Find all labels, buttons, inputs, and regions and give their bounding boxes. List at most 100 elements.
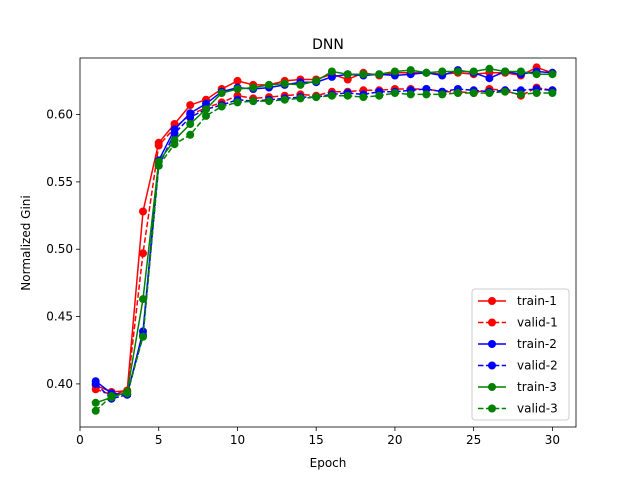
data-point-valid-3-1 <box>91 406 100 415</box>
x-tick-label-10: 10 <box>230 433 245 447</box>
data-point-train-2-26 <box>485 74 494 83</box>
data-point-valid-3-18 <box>359 93 368 102</box>
legend-label-valid-2: valid-2 <box>517 359 558 373</box>
legend-marker-train-3 <box>488 383 496 391</box>
plot-area <box>79 57 577 428</box>
data-point-train-3-9 <box>217 89 226 97</box>
y-tick-label-3: 0.55 <box>46 175 73 189</box>
x-tick-label-0: 0 <box>76 433 84 447</box>
legend: train-1 valid-1 train-2 valid-2 train-3 valid… <box>471 288 570 421</box>
data-point-valid-3-29 <box>532 89 541 97</box>
data-point-valid-2-6 <box>170 129 179 138</box>
data-point-train-3-4 <box>139 295 147 304</box>
series-line-valid-1 <box>95 86 553 396</box>
legend-marker-valid-3 <box>488 404 496 413</box>
data-point-valid-3-26 <box>485 89 494 97</box>
data-point-train-3-30 <box>548 70 557 79</box>
data-point-valid-3-16 <box>327 91 336 100</box>
legend-label-valid-1: valid-1 <box>517 316 558 330</box>
data-point-valid-3-22 <box>422 90 431 99</box>
data-point-train-3-26 <box>485 64 494 73</box>
data-point-valid-3-2 <box>107 392 116 400</box>
data-point-train-3-11 <box>249 83 258 92</box>
data-point-valid-1-4 <box>139 249 147 258</box>
legend-label-valid-3: valid-3 <box>517 402 558 416</box>
data-point-valid-3-25 <box>469 89 478 97</box>
x-axis: 0 5 10 15 20 25 30 <box>76 427 560 447</box>
data-point-valid-3-11 <box>249 97 258 106</box>
data-point-valid-3-27 <box>501 87 510 96</box>
x-tick-label-30: 30 <box>545 433 560 447</box>
data-point-train-3-14 <box>296 80 305 89</box>
data-point-train-3-15 <box>312 76 321 85</box>
x-tick-label-20: 20 <box>387 433 402 447</box>
data-point-train-3-18 <box>359 70 368 79</box>
legend-marker-valid-2 <box>488 361 496 370</box>
y-tick-label-4: 0.60 <box>46 108 73 122</box>
data-point-valid-3-14 <box>296 94 305 103</box>
legend-label-train-1: train-1 <box>517 294 557 308</box>
x-tick-label-25: 25 <box>466 433 481 447</box>
x-tick-label-15: 15 <box>309 433 324 447</box>
data-point-valid-3-19 <box>375 91 384 100</box>
data-point-valid-3-9 <box>217 102 226 111</box>
data-point-valid-3-10 <box>233 98 242 107</box>
data-point-valid-3-4 <box>139 332 147 341</box>
data-point-valid-3-8 <box>202 111 210 120</box>
legend-marker-valid-1 <box>488 318 496 327</box>
data-point-train-3-10 <box>233 85 242 93</box>
y-axis: 0.40 0.45 0.50 0.55 0.60 <box>46 108 80 391</box>
legend-box <box>471 288 570 421</box>
data-point-valid-3-12 <box>265 97 273 106</box>
legend-label-train-2: train-2 <box>517 337 557 351</box>
data-point-train-3-20 <box>390 67 399 76</box>
data-point-train-1-10 <box>233 76 242 85</box>
data-point-valid-3-21 <box>406 90 415 99</box>
x-axis-label: Epoch <box>310 456 347 470</box>
data-point-train-3-22 <box>422 68 431 77</box>
data-point-train-3-7 <box>186 120 195 128</box>
data-point-valid-3-15 <box>312 93 321 102</box>
data-point-train-3-27 <box>501 67 510 76</box>
data-point-valid-3-17 <box>343 91 352 100</box>
data-point-train-3-28 <box>516 67 525 76</box>
data-point-train-3-1 <box>91 398 100 407</box>
data-point-valid-3-28 <box>516 90 525 99</box>
axes-frame <box>79 57 577 428</box>
data-point-valid-3-7 <box>186 130 195 139</box>
data-point-valid-3-6 <box>170 140 179 149</box>
y-axis-label: Normalized Gini <box>19 195 33 290</box>
data-point-train-3-12 <box>265 80 273 89</box>
data-point-valid-1-5 <box>154 141 163 150</box>
data-point-train-3-17 <box>343 70 352 79</box>
data-point-valid-3-3 <box>123 389 132 398</box>
data-point-train-3-8 <box>202 105 210 114</box>
data-point-train-3-24 <box>453 67 462 76</box>
data-point-valid-3-5 <box>154 161 163 170</box>
data-point-valid-3-23 <box>438 90 447 99</box>
legend-label-train-3: train-3 <box>517 380 557 394</box>
data-point-train-1-7 <box>186 101 195 110</box>
data-point-valid-3-20 <box>390 89 399 97</box>
data-point-valid-3-24 <box>453 89 462 97</box>
data-point-valid-3-30 <box>548 89 557 97</box>
data-point-train-3-21 <box>406 66 415 75</box>
data-point-valid-2-7 <box>186 113 195 122</box>
y-tick-label-1: 0.45 <box>46 310 73 324</box>
data-point-train-3-23 <box>438 67 447 76</box>
legend-marker-train-1 <box>488 297 496 305</box>
data-point-train-1-4 <box>139 207 147 216</box>
chart-title: DNN <box>312 37 344 53</box>
data-point-train-3-16 <box>327 67 336 76</box>
data-point-train-3-19 <box>375 70 384 79</box>
data-point-valid-3-13 <box>280 95 289 104</box>
data-point-train-3-25 <box>469 67 478 76</box>
data-point-train-3-13 <box>280 79 289 88</box>
legend-marker-train-2 <box>488 340 496 348</box>
x-tick-label-5: 5 <box>155 433 163 447</box>
y-tick-label-2: 0.50 <box>46 242 73 256</box>
data-point-train-3-29 <box>532 70 541 79</box>
data-point-valid-2-1 <box>91 379 100 388</box>
y-tick-label-0: 0.40 <box>46 377 73 391</box>
